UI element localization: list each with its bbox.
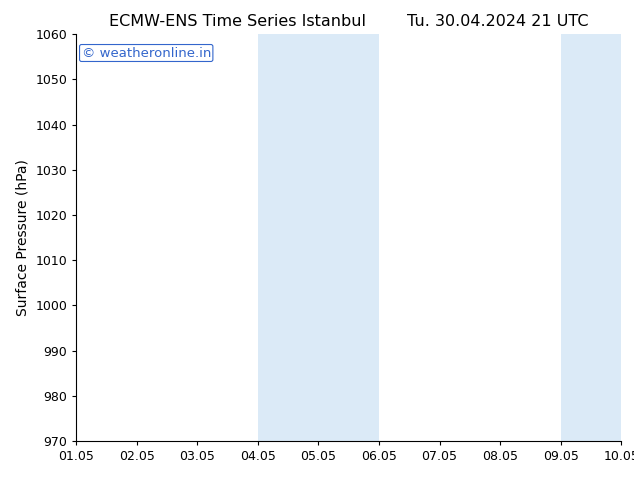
Bar — [560, 34, 634, 441]
Text: © weatheronline.in: © weatheronline.in — [82, 47, 211, 59]
Title: ECMW-ENS Time Series Istanbul        Tu. 30.04.2024 21 UTC: ECMW-ENS Time Series Istanbul Tu. 30.04.… — [109, 14, 588, 29]
Bar — [258, 34, 379, 441]
Y-axis label: Surface Pressure (hPa): Surface Pressure (hPa) — [16, 159, 30, 316]
